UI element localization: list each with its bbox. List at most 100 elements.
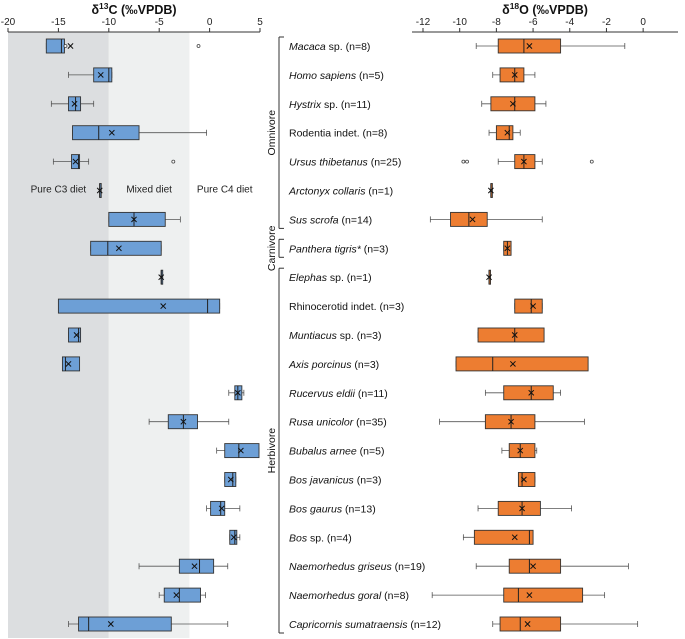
taxon-label: Capricornis sumatraensis (n=12) (289, 619, 441, 631)
box-row (514, 298, 543, 314)
taxon-label: Panthera tigris* (n=3) (289, 243, 389, 255)
mean-marker (71, 100, 78, 107)
iqr-box (72, 125, 140, 141)
mean-marker (486, 274, 493, 281)
mean-marker-stroke (511, 71, 518, 78)
mean-marker (67, 43, 74, 49)
iqr-box (210, 500, 226, 516)
iqr-box (508, 443, 536, 459)
mean-marker (530, 563, 537, 570)
mean-marker (173, 592, 180, 599)
mean-marker-stroke (508, 418, 515, 425)
mean-marker (526, 43, 533, 49)
group-label: Carnivore (266, 225, 278, 271)
taxon-label: Axis porcinus (n=3) (288, 359, 379, 371)
box-row (90, 240, 162, 256)
mean-marker (487, 187, 494, 194)
box-row (52, 154, 176, 170)
box-row (429, 211, 543, 227)
taxon-count: (n=1) (365, 186, 393, 198)
taxon-name: Rodentia indet. (n=8) (289, 128, 387, 140)
outlier-point (461, 159, 466, 164)
mean-marker (504, 129, 511, 136)
box-row (492, 616, 639, 632)
diet-zone (8, 32, 109, 638)
x-tick-label: -4 (565, 17, 574, 28)
box-row (206, 500, 241, 516)
x-tick-label: -8 (492, 17, 501, 28)
mean-marker (237, 447, 244, 454)
box-row (477, 327, 545, 343)
mean-marker (511, 534, 518, 541)
mean-marker-stroke (509, 100, 516, 107)
mean-marker-stroke (191, 563, 198, 570)
mean-marker (519, 505, 526, 512)
x-tick-label: -20 (1, 17, 16, 28)
taxon-count: (n=25) (368, 157, 402, 169)
taxon-label: Hystrix sp. (n=11) (289, 99, 371, 111)
box-row (517, 472, 536, 487)
box-row (72, 125, 207, 141)
taxon-name: Rucervus eldii (289, 388, 356, 400)
taxon-count: (n=5) (357, 446, 385, 458)
axis-title: δ18O (‰VPDB) (502, 1, 588, 17)
mean-marker-stroke (115, 245, 122, 252)
taxon-name: Bos javanicus (289, 475, 355, 487)
mean-marker (73, 332, 80, 338)
box-row (108, 211, 181, 227)
mean-marker-stroke (108, 129, 115, 136)
box-row (224, 472, 237, 487)
box-row (228, 385, 245, 401)
mean-marker (520, 158, 527, 165)
diet-zone-label: Mixed diet (126, 185, 172, 196)
taxon-name: Ursus thibetanus (289, 157, 369, 169)
iqr-box (61, 356, 81, 372)
axis-title: δ13C (‰VPDB) (91, 1, 176, 17)
taxon-label: Bos javanicus (n=3) (289, 475, 382, 487)
mean-marker (97, 71, 104, 78)
mean-marker-stroke (504, 245, 511, 252)
mean-marker-stroke (530, 563, 537, 570)
group-label: Herbivore (266, 428, 278, 474)
box-row (501, 443, 538, 459)
mean-marker-stroke (526, 592, 533, 599)
mean-marker-stroke (97, 71, 104, 78)
mean-marker (469, 216, 476, 223)
mean-marker (520, 476, 527, 483)
box-row (50, 96, 95, 112)
mean-marker-stroke (526, 43, 533, 49)
taxon-label: Muntiacus sp. (n=3) (289, 330, 382, 342)
mean-marker-stroke (469, 216, 476, 223)
mean-marker-stroke (65, 360, 72, 367)
mean-marker-stroke (131, 216, 137, 223)
taxon-name: Rusa unicolor (289, 417, 354, 429)
mean-marker-stroke (487, 187, 494, 194)
mean-marker (530, 303, 537, 310)
taxon-count: sp. (n=11) (321, 99, 371, 111)
iqr-box (78, 616, 172, 632)
iqr-box (108, 211, 166, 227)
iqr-box (90, 240, 162, 256)
box-row (475, 558, 629, 574)
mean-marker-stroke (67, 43, 74, 49)
diet-zone (108, 32, 190, 638)
taxon-count: (n=19) (392, 561, 426, 573)
x-tick-label: -10 (102, 17, 117, 28)
box-row (481, 96, 547, 112)
taxon-name: Hystrix (289, 99, 322, 111)
mean-marker (509, 360, 516, 367)
box-row (461, 154, 594, 170)
taxon-label: Rusa unicolor (n=35) (289, 417, 387, 429)
taxon-name: Naemorhedus goral (289, 590, 382, 602)
mean-marker (72, 158, 79, 165)
box-row (138, 558, 229, 574)
mean-marker-stroke (73, 332, 80, 338)
iqr-box (224, 443, 260, 459)
mean-marker-stroke (237, 447, 244, 454)
iqr-box (499, 67, 525, 83)
box-row (477, 500, 572, 516)
mean-marker (191, 563, 198, 570)
outlier-point (63, 44, 68, 48)
box-row (68, 67, 113, 83)
taxon-label: Macaca sp. (n=8) (289, 41, 370, 53)
